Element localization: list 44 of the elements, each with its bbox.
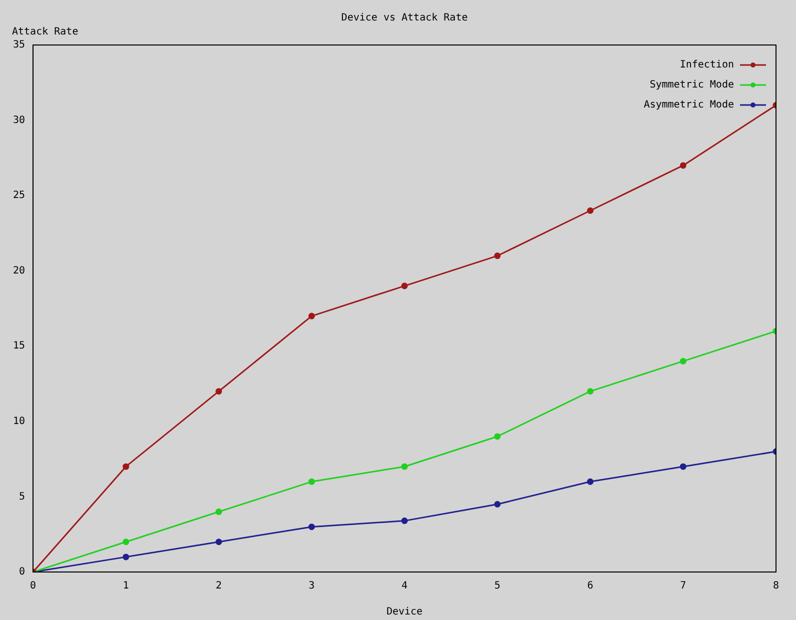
point — [680, 358, 686, 364]
point — [587, 478, 594, 485]
x-tick-label: 8 — [772, 580, 780, 592]
point — [308, 478, 315, 485]
y-tick-label: 20 — [12, 265, 26, 276]
x-tick-label: 4 — [402, 580, 408, 592]
point — [680, 162, 686, 169]
point — [308, 312, 315, 320]
x-tick-label: 2 — [216, 580, 222, 592]
x-tick-label: 5 — [494, 580, 500, 592]
point — [494, 500, 501, 508]
point — [587, 388, 594, 395]
point — [401, 463, 408, 470]
y-tick-label: 30 — [12, 114, 26, 126]
x-tick-label: 7 — [680, 580, 686, 592]
y-tick-label: 35 — [12, 40, 26, 51]
x-axis-title: Device — [386, 606, 423, 618]
x-tick-label: 6 — [587, 580, 594, 592]
chart-title: Device vs Attack Rate — [341, 12, 468, 24]
y-tick-label: 0 — [19, 566, 26, 578]
x-tick-label: 3 — [308, 580, 315, 592]
y-axis-title: Attack Rate — [12, 26, 78, 38]
y-tick-label: 10 — [12, 416, 26, 428]
point — [308, 524, 315, 530]
point — [216, 538, 222, 546]
legend-label: Infection — [680, 60, 734, 71]
point — [587, 207, 594, 214]
point — [680, 463, 686, 470]
point — [122, 554, 130, 560]
x-tick-label: 0 — [30, 580, 36, 592]
y-tick-label: 15 — [12, 340, 26, 352]
x-tick-label: 1 — [122, 580, 129, 592]
point — [216, 508, 222, 516]
y-tick-label: 25 — [12, 190, 26, 202]
point — [401, 518, 408, 524]
y-tick-label: 5 — [19, 491, 26, 502]
point — [401, 282, 408, 290]
point — [494, 252, 501, 260]
point — [122, 538, 130, 546]
legend-label: Symmetric Mode — [650, 80, 734, 91]
point — [122, 463, 130, 470]
point — [494, 433, 501, 440]
legend-label: Asymmetric Mode — [644, 100, 734, 111]
point — [216, 388, 222, 395]
